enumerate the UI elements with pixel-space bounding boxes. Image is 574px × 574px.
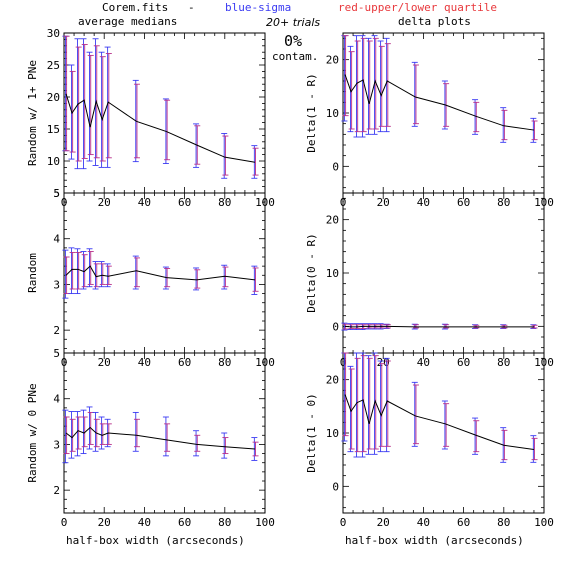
median-line-l2 bbox=[65, 265, 256, 281]
x-tick-label-r3: 40 bbox=[417, 516, 430, 529]
y-tick-label-r1: 20 bbox=[326, 54, 339, 67]
y-tick-label-l1: 25 bbox=[47, 59, 60, 72]
y-tick-label-r1: 0 bbox=[332, 160, 339, 173]
header-red-legend: red-upper/lower quartile bbox=[338, 1, 497, 14]
y-tick-label-l2: 2 bbox=[53, 324, 60, 337]
y-tick-label-l3: 3 bbox=[53, 438, 60, 451]
x-axis-label-left: half-box width (arcseconds) bbox=[66, 534, 245, 547]
y-tick-label-r3: 0 bbox=[332, 480, 339, 493]
y-tick-label-r2: 0 bbox=[332, 320, 339, 333]
x-tick-label-l1: 60 bbox=[178, 196, 191, 209]
x-tick-label-l2: 80 bbox=[218, 356, 231, 369]
annotation-percent: 0% bbox=[284, 32, 303, 50]
y-tick-label-r2: 20 bbox=[326, 214, 339, 227]
x-axis-label-right: half-box width (arcseconds) bbox=[345, 534, 524, 547]
x-tick-label-l2: 60 bbox=[178, 356, 191, 369]
median-line-r3 bbox=[344, 394, 535, 451]
x-tick-label-l3: 40 bbox=[138, 516, 151, 529]
header-blue-legend: blue-sigma bbox=[225, 1, 292, 14]
y-tick-label-r3: 20 bbox=[326, 374, 339, 387]
x-tick-label-l2: 40 bbox=[138, 356, 151, 369]
x-tick-label-l3: 100 bbox=[255, 516, 275, 529]
median-line-l3 bbox=[65, 426, 255, 450]
x-tick-label-r1: 20 bbox=[377, 196, 390, 209]
header-file: Corem.fits bbox=[102, 1, 169, 14]
y-tick-label-l1: 30 bbox=[47, 27, 60, 40]
y-axis-label-l2: Random bbox=[26, 253, 39, 293]
column-title-left: average medians bbox=[78, 15, 178, 28]
y-tick-label-l1: 20 bbox=[47, 91, 60, 104]
x-tick-label-r3: 100 bbox=[534, 516, 554, 529]
annotation-contam: contam. bbox=[272, 50, 319, 63]
x-tick-label-r1: 40 bbox=[417, 196, 430, 209]
x-tick-label-l1: 40 bbox=[138, 196, 151, 209]
y-axis-label-l3: Random w/ 0 PNe bbox=[26, 383, 39, 482]
y-tick-label-r1: 10 bbox=[326, 107, 339, 120]
x-tick-label-r3: 20 bbox=[377, 516, 390, 529]
x-tick-label-r2: 40 bbox=[417, 356, 430, 369]
x-tick-label-l2: 20 bbox=[98, 356, 111, 369]
y-tick-label-l2: 4 bbox=[53, 233, 60, 246]
y-tick-label-l3: 5 bbox=[53, 347, 60, 360]
x-tick-label-r1: 60 bbox=[457, 196, 470, 209]
y-axis-label-r1: Delta(1 - R) bbox=[305, 73, 318, 152]
y-tick-label-l1: 15 bbox=[47, 123, 60, 136]
x-tick-label-r3: 80 bbox=[497, 516, 510, 529]
panel-frame-r1 bbox=[342, 32, 545, 194]
header-dash: - bbox=[188, 1, 195, 14]
x-tick-label-r2: 80 bbox=[497, 356, 510, 369]
y-tick-label-l2: 3 bbox=[53, 278, 60, 291]
x-tick-label-l3: 0 bbox=[61, 516, 68, 529]
x-tick-label-l3: 20 bbox=[98, 516, 111, 529]
x-tick-label-l3: 80 bbox=[218, 516, 231, 529]
y-tick-label-l2: 5 bbox=[53, 187, 60, 200]
x-tick-label-l1: 80 bbox=[218, 196, 231, 209]
y-axis-label-r3: Delta(1 - 0) bbox=[305, 393, 318, 472]
x-tick-label-l3: 60 bbox=[178, 516, 191, 529]
x-tick-label-l1: 20 bbox=[98, 196, 111, 209]
column-title-right: delta plots bbox=[398, 15, 471, 28]
median-line-r1 bbox=[344, 74, 535, 131]
y-axis-label-l1: Random w/ 1+ PNe bbox=[26, 60, 39, 166]
y-tick-label-l1: 10 bbox=[47, 155, 60, 168]
median-line-l1 bbox=[65, 93, 256, 163]
y-tick-label-l1: 5 bbox=[53, 187, 60, 200]
panel-frame-l1 bbox=[63, 32, 266, 194]
annotation-trials: 20+ trials bbox=[266, 16, 321, 29]
y-tick-label-l3: 4 bbox=[53, 393, 60, 406]
panel-frame-l3 bbox=[63, 352, 266, 514]
y-axis-label-r2: Delta(0 - R) bbox=[305, 233, 318, 312]
y-tick-label-l3: 2 bbox=[53, 484, 60, 497]
x-tick-label-r3: 60 bbox=[457, 516, 470, 529]
x-tick-label-r1: 80 bbox=[497, 196, 510, 209]
x-tick-label-r3: 0 bbox=[340, 516, 347, 529]
y-tick-label-r3: 10 bbox=[326, 427, 339, 440]
panel-frame-r3 bbox=[342, 352, 545, 514]
x-tick-label-r2: 60 bbox=[457, 356, 470, 369]
y-tick-label-r2: 10 bbox=[326, 267, 339, 280]
median-line-r2 bbox=[344, 325, 534, 328]
